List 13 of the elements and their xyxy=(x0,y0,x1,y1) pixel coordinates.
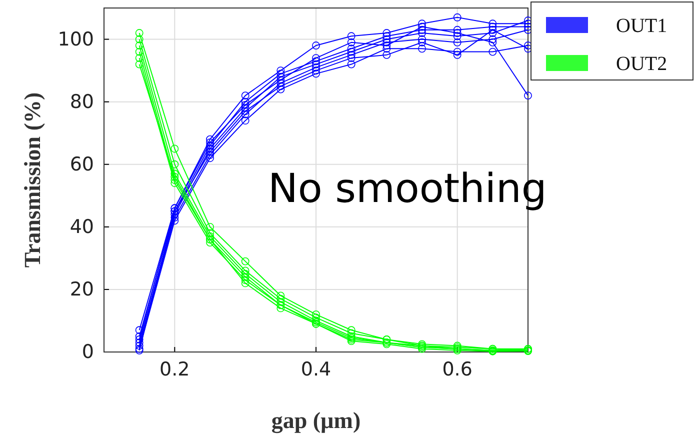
legend-label: OUT1 xyxy=(616,15,668,37)
y-axis-title: Transmission (%) xyxy=(20,92,45,268)
y-tick-label: 0 xyxy=(82,341,94,364)
x-tick-label: 0.2 xyxy=(160,358,190,380)
y-tick-label: 40 xyxy=(70,216,94,238)
x-axis-title: gap (µm) xyxy=(271,408,361,434)
x-tick-label: 0.6 xyxy=(442,358,472,380)
x-tick-label: 0.4 xyxy=(300,358,332,380)
y-tick-label: 20 xyxy=(70,278,94,301)
legend-label: OUT2 xyxy=(616,53,668,75)
y-tick-label: 100 xyxy=(58,28,94,50)
y-tick-label: 60 xyxy=(70,153,94,176)
y-tick-label: 80 xyxy=(70,90,94,113)
